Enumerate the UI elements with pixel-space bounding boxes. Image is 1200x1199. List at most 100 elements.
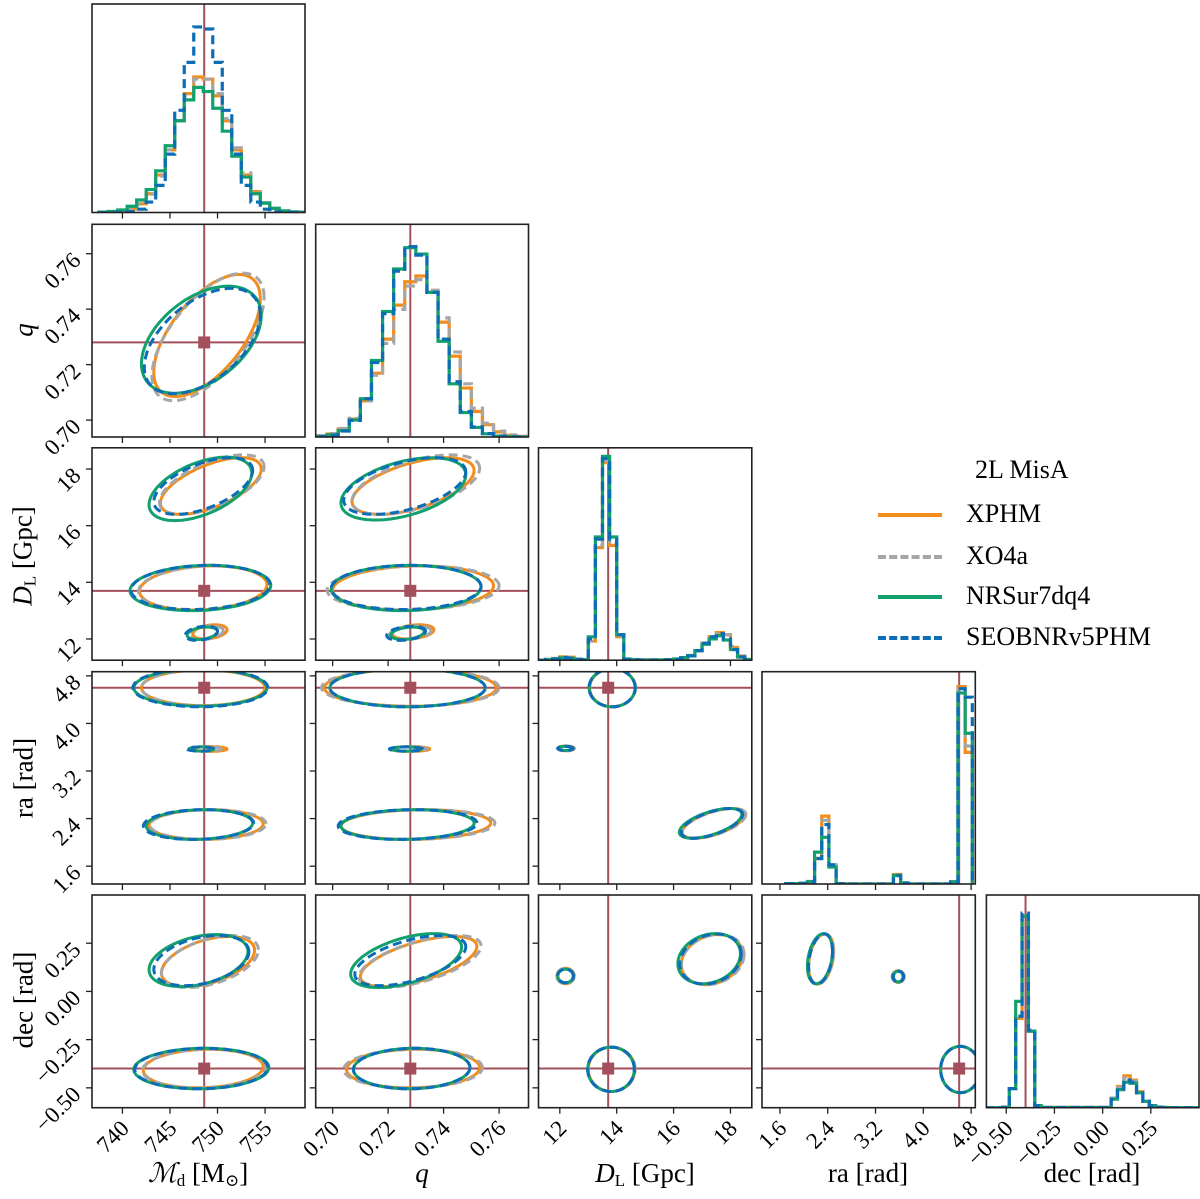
panel-Md-q-frame xyxy=(91,223,306,438)
y-tick-label: 1.6 xyxy=(48,860,86,898)
contour-XO4a xyxy=(148,808,268,841)
legend-label: SEOBNRv5PHM xyxy=(966,622,1151,651)
contour-SEOBNRv5PHM xyxy=(183,624,219,642)
contour-SEOBNRv5PHM xyxy=(342,456,468,516)
x-tick-label: 16 xyxy=(651,1116,685,1150)
contour-XO4a xyxy=(325,564,501,612)
legend-entry-xphm: XPHM xyxy=(870,499,1190,529)
histogram-q xyxy=(315,224,529,437)
x-axis-label-md: ℳd [M⊙] xyxy=(147,1158,249,1190)
x-axis-label-dec: dec [rad] xyxy=(1043,1158,1141,1188)
x-tick-label: 2.4 xyxy=(801,1115,839,1153)
histogram-step-XO4a xyxy=(315,278,529,437)
hist-q-frame xyxy=(314,223,530,438)
contour-NRSur7dq4 xyxy=(139,284,263,395)
contour-SEOBNRv5PHM xyxy=(329,563,483,611)
truth-marker xyxy=(602,1062,615,1075)
contour-SEOBNRv5PHM xyxy=(142,286,262,396)
contour-SEOBNRv5PHM xyxy=(678,932,743,986)
legend-label: XO4a xyxy=(966,541,1029,570)
panel-DL-dec-frame xyxy=(537,894,753,1109)
x-tick-label: 745 xyxy=(139,1116,181,1158)
contour-panel-q-DL xyxy=(315,447,529,661)
histogram-step-SEOBNRv5PHM xyxy=(98,25,305,213)
panel-q-dec-frame xyxy=(314,894,530,1109)
panel-Md-dec-frame xyxy=(91,894,306,1109)
legend-entry-seobnrv5phm: SEOBNRv5PHM xyxy=(870,622,1190,652)
y-tick-label: −0.50 xyxy=(30,1082,85,1137)
y-tick-label: 0.76 xyxy=(39,248,85,294)
contour-NRSur7dq4 xyxy=(587,671,637,709)
contour-XPHM xyxy=(152,273,262,398)
contour-SEOBNRv5PHM xyxy=(807,932,834,986)
contour-SEOBNRv5PHM xyxy=(586,1045,636,1093)
x-tick-label: 755 xyxy=(235,1116,277,1158)
contour-SEOBNRv5PHM xyxy=(131,671,270,709)
y-tick-label: 12 xyxy=(52,633,86,667)
y-tick-label: 0.70 xyxy=(39,414,85,460)
x-axis-label-dl: DL [Gpc] xyxy=(595,1158,695,1190)
truth-marker xyxy=(404,584,417,597)
legend-entry-nrsur7dq4: NRSur7dq4 xyxy=(870,581,1190,611)
y-tick-label: 0.25 xyxy=(39,937,85,983)
y-tick-label: 0.72 xyxy=(39,358,85,404)
x-tick-label: 0.00 xyxy=(1068,1116,1114,1162)
histogram-Md xyxy=(97,4,305,213)
legend-entry-xo4a: XO4a xyxy=(870,541,1190,571)
contour-XO4a xyxy=(150,271,266,403)
x-tick-label: 4.0 xyxy=(897,1116,935,1154)
hist-Md-frame xyxy=(91,3,306,214)
panel-DL-ra-frame xyxy=(537,670,753,885)
contour-panel-DL-dec xyxy=(538,895,752,1108)
truth-marker xyxy=(953,1062,966,1075)
truth-marker xyxy=(602,681,615,694)
contour-SEOBNRv5PHM xyxy=(152,934,251,988)
histogram-step-NRSur7dq4 xyxy=(784,691,974,885)
y-tick-label: 0.74 xyxy=(39,303,85,349)
contour-NRSur7dq4 xyxy=(185,625,219,641)
panel-Md-ra-frame xyxy=(91,670,306,885)
contour-SEOBNRv5PHM xyxy=(185,745,216,753)
y-tick-label: 14 xyxy=(52,576,86,610)
contour-panel-q-dec xyxy=(315,895,529,1108)
histogram-dec xyxy=(986,895,1200,1108)
x-tick-label: 0.72 xyxy=(354,1116,400,1162)
contour-XO4a xyxy=(137,564,272,612)
contour-panel-DL-ra xyxy=(538,671,752,884)
contour-SEOBNRv5PHM xyxy=(556,744,575,752)
contour-panel-q-ra xyxy=(315,671,529,884)
contour-SEOBNRv5PHM xyxy=(891,969,906,984)
histogram-step-XPHM xyxy=(538,461,752,661)
contour-SEOBNRv5PHM xyxy=(385,624,428,642)
x-axis-label-ra: ra [rad] xyxy=(827,1158,909,1188)
x-tick-label: 18 xyxy=(708,1116,742,1150)
legend-label: NRSur7dq4 xyxy=(966,581,1091,610)
x-tick-label: 14 xyxy=(594,1115,628,1149)
contour-SEOBNRv5PHM xyxy=(388,745,425,753)
histogram-step-SEOBNRv5PHM xyxy=(538,456,752,661)
histogram-step-XPHM xyxy=(315,274,529,437)
contour-panel-Md-dec xyxy=(92,895,305,1108)
histogram-DL xyxy=(538,447,752,661)
y-tick-label: 0.00 xyxy=(39,985,85,1031)
contour-panel-Md-DL xyxy=(92,447,305,661)
contour-NRSur7dq4 xyxy=(349,932,464,990)
legend-label: XPHM xyxy=(966,499,1042,528)
histogram-step-XO4a xyxy=(538,458,752,661)
hist-DL-frame xyxy=(537,446,753,661)
truth-marker xyxy=(198,584,211,597)
truth-marker xyxy=(404,681,417,694)
panel-q-ra-frame xyxy=(314,670,530,885)
contour-SEOBNRv5PHM xyxy=(336,808,479,841)
contour-SEOBNRv5PHM xyxy=(328,671,487,709)
x-tick-label: 3.2 xyxy=(849,1116,887,1154)
contour-SEOBNRv5PHM xyxy=(133,1046,270,1091)
y-tick-label: 4.8 xyxy=(48,670,86,708)
x-tick-label: 12 xyxy=(537,1116,571,1150)
x-tick-label: 1.6 xyxy=(753,1116,791,1154)
contour-panel-ra-dec xyxy=(762,895,976,1108)
contour-SEOBNRv5PHM xyxy=(353,934,468,988)
x-tick-label: 750 xyxy=(187,1116,229,1158)
